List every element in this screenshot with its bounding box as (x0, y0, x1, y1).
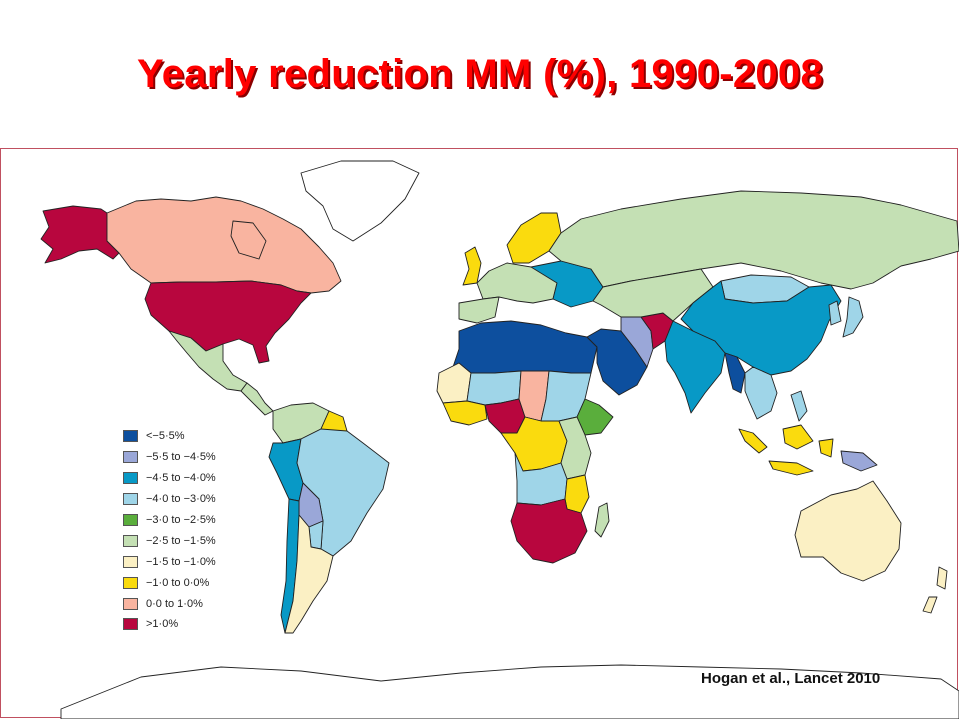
world-map-canvas (40, 160, 959, 719)
legend-swatch (123, 618, 138, 631)
region-australia (794, 480, 902, 582)
legend-item: >1·0% (123, 614, 263, 635)
legend-item: −4·0 to −3·0% (123, 489, 263, 510)
legend-label: −2·5 to −1·5% (146, 534, 216, 547)
legend-label: −4·5 to −4·0% (146, 472, 216, 485)
legend-item: <−5·5% (123, 426, 263, 447)
region-southern-africa (510, 498, 588, 564)
region-mauritania (436, 362, 472, 404)
legend-item: 0·0 to 1·0% (123, 593, 263, 614)
legend-item: −3·0 to −2·5% (123, 510, 263, 531)
legend-item: −1·0 to 0·0% (123, 572, 263, 593)
region-antarctica (60, 664, 959, 719)
map-legend: <−5·5% −5·5 to −4·5% −4·5 to −4·0% −4·0 … (123, 426, 263, 635)
legend-swatch (123, 555, 138, 568)
region-west-coast-africa (442, 400, 488, 426)
slide-title: Yearly reduction MM (%), 1990-2008 (136, 52, 824, 96)
region-iberia (458, 296, 500, 324)
legend-swatch (123, 493, 138, 506)
legend-label: <−5·5% (146, 430, 185, 443)
region-canada (106, 196, 342, 294)
region-scandinavia (506, 212, 562, 264)
region-southeast-asia (744, 366, 808, 422)
legend-swatch (123, 451, 138, 464)
legend-swatch (123, 534, 138, 547)
legend-label: −5·5 to −4·5% (146, 451, 216, 464)
legend-label: −1·5 to −1·0% (146, 555, 216, 568)
region-madagascar (594, 502, 610, 538)
legend-swatch (123, 430, 138, 443)
legend-item: −1·5 to −1·0% (123, 551, 263, 572)
legend-label: −3·0 to −2·5% (146, 514, 216, 526)
legend-swatch (123, 472, 138, 485)
region-greenland (300, 160, 420, 242)
legend-label: 0·0 to 1·0% (146, 597, 203, 610)
region-china (680, 280, 842, 376)
region-new-zealand (922, 566, 948, 614)
region-indonesia (738, 424, 834, 476)
region-ecuador-peru (268, 438, 304, 502)
region-alaska (40, 205, 120, 264)
world-map: <−5·5% −5·5 to −4·5% −4·5 to −4·0% −4·0 … (0, 148, 959, 719)
legend-item: −5·5 to −4·5% (123, 447, 263, 468)
region-russia (548, 190, 959, 290)
region-korea-japan (828, 296, 864, 338)
region-myanmar (724, 352, 746, 394)
region-central-america (240, 382, 274, 416)
region-mozambique (564, 474, 590, 514)
legend-label: −1·0 to 0·0% (146, 576, 210, 589)
legend-swatch (123, 597, 138, 610)
legend-item: −2·5 to −1·5% (123, 530, 263, 551)
legend-label: >1·0% (146, 618, 179, 631)
legend-item: −4·5 to −4·0% (123, 468, 263, 489)
region-uk (462, 246, 482, 286)
region-nigeria (484, 398, 526, 434)
region-north-africa (452, 320, 598, 374)
region-papua (840, 450, 878, 472)
legend-label: −4·0 to −3·0% (146, 493, 216, 506)
region-india (664, 320, 726, 414)
citation: Hogan et al., Lancet 2010 (701, 670, 881, 687)
region-argentina (284, 514, 334, 634)
region-united-states (144, 280, 312, 364)
legend-swatch (123, 576, 138, 589)
legend-swatch (123, 514, 138, 526)
